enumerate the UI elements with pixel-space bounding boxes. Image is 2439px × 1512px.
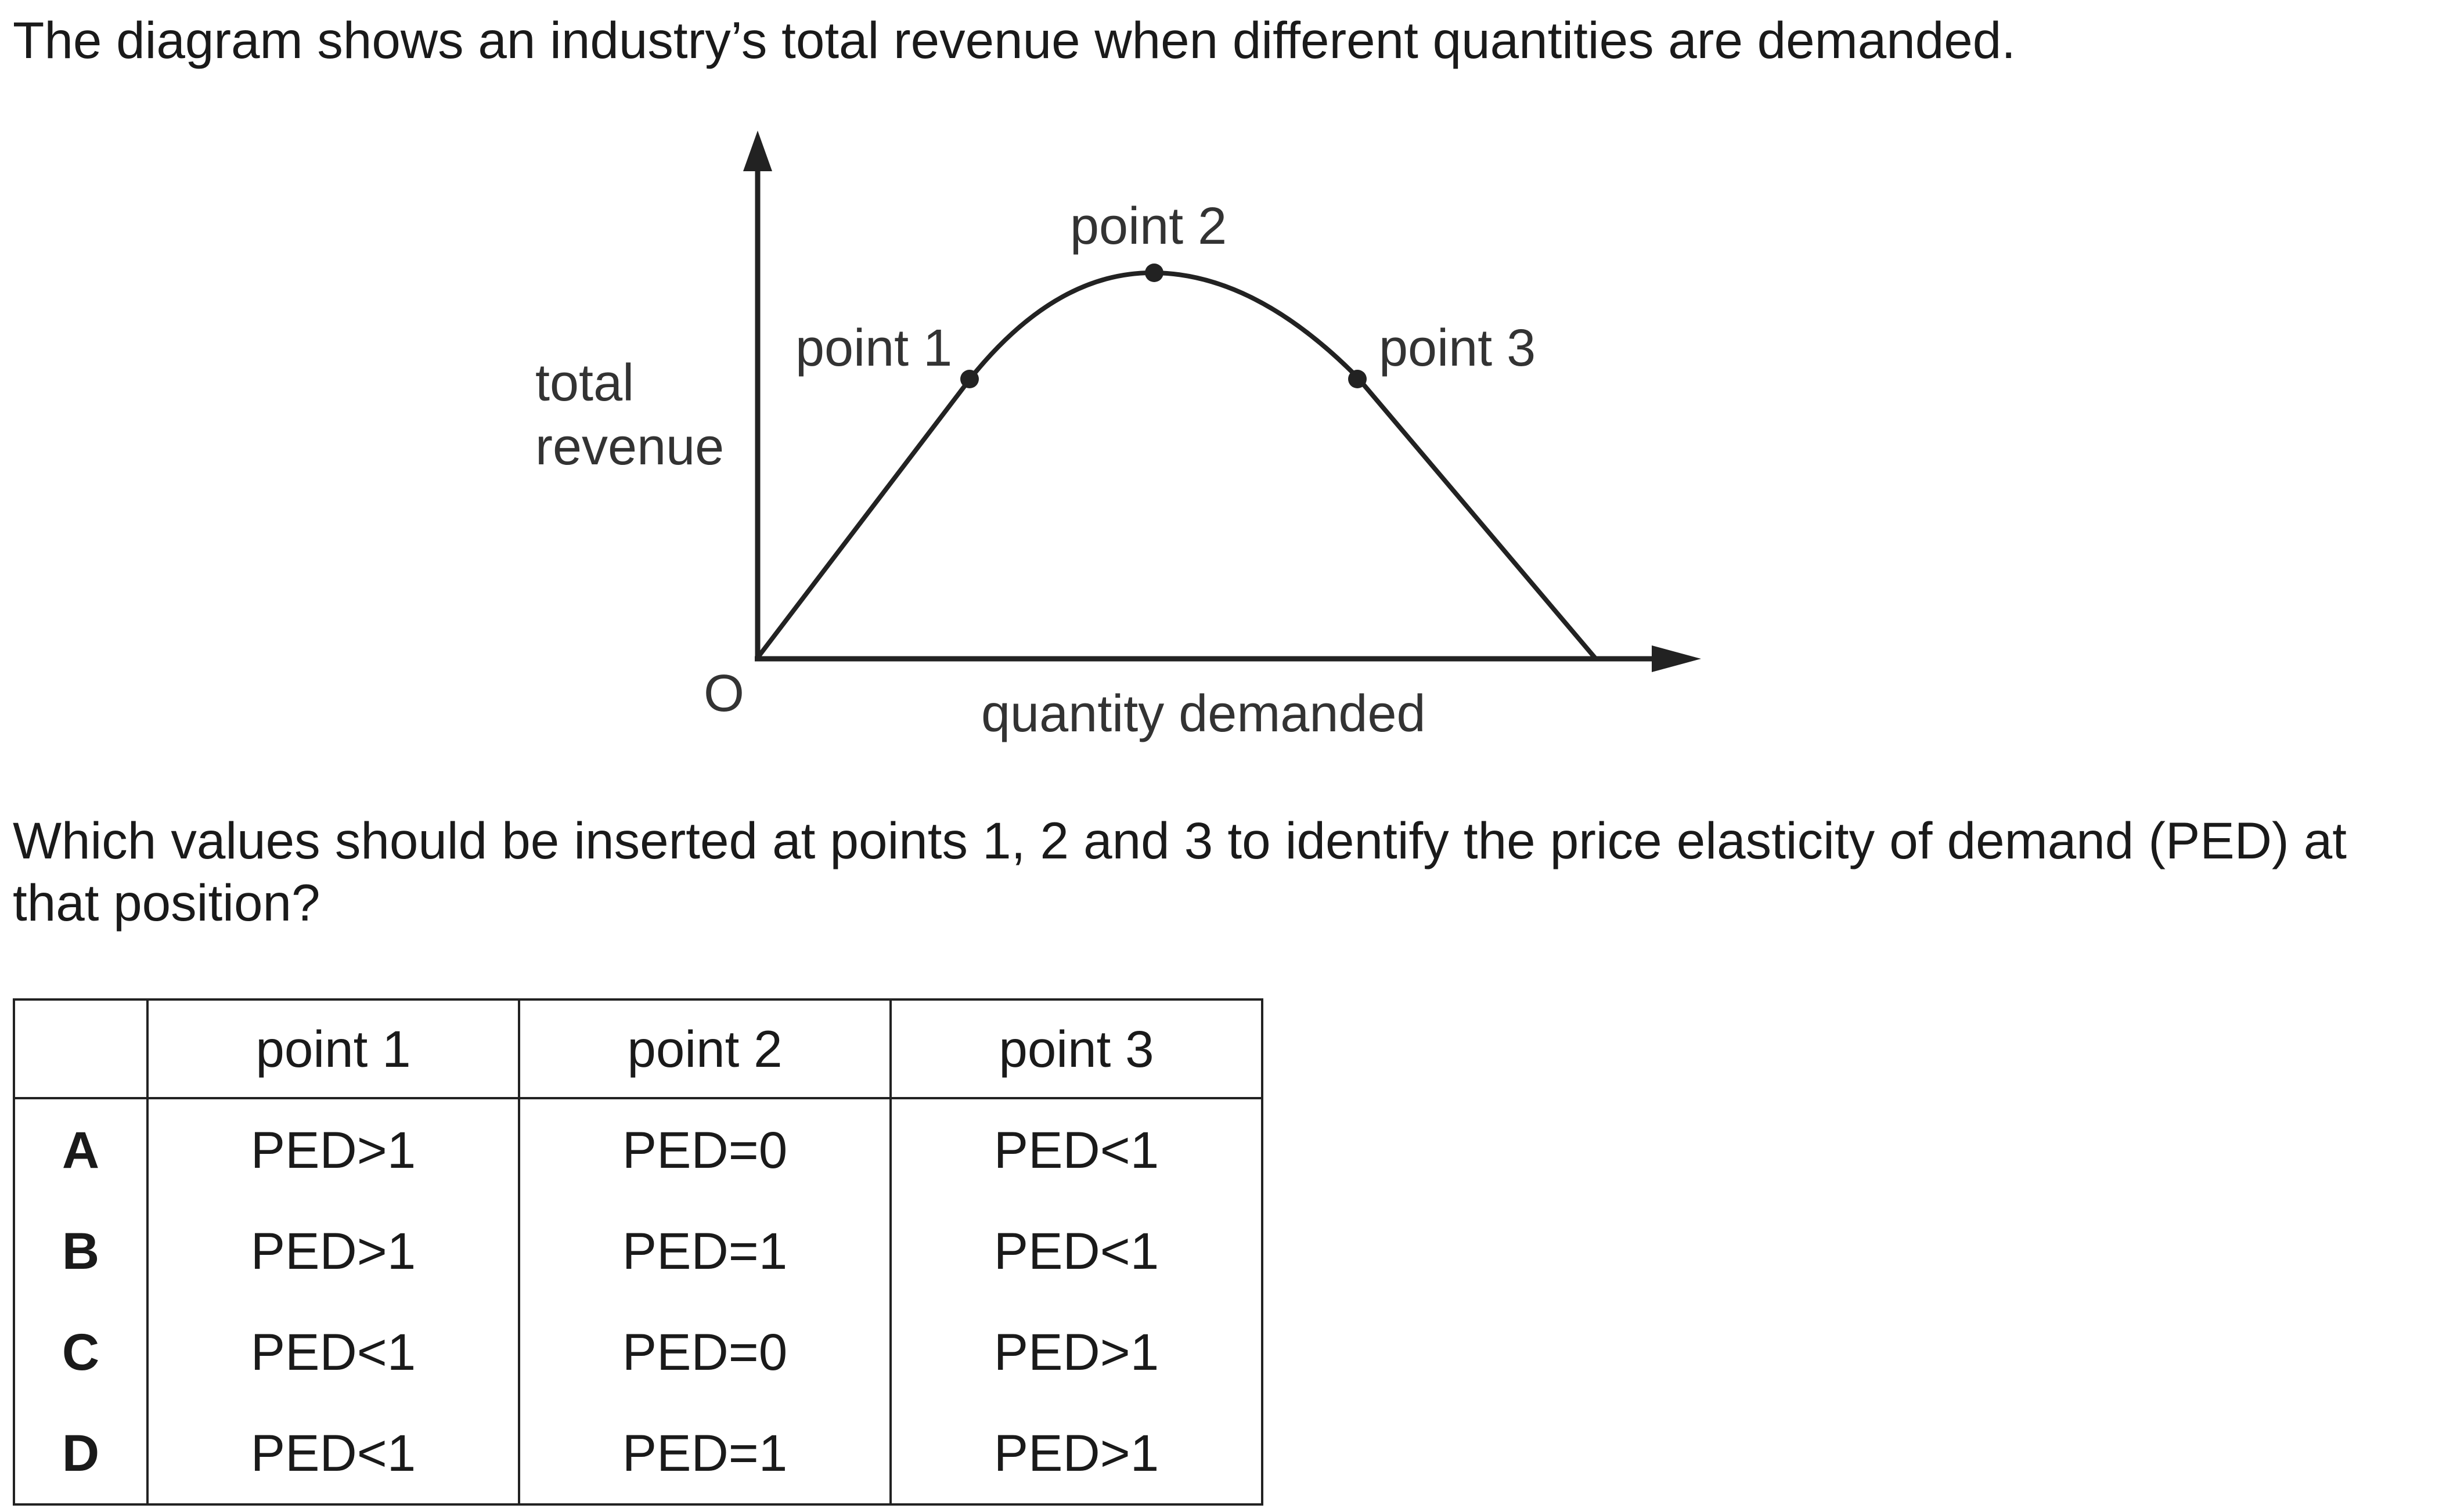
x-axis-arrow — [1652, 645, 1701, 672]
option-point-3-value: PED>1 — [889, 1402, 1263, 1506]
table-row: D PED<1 PED=1 PED>1 — [13, 1402, 1263, 1506]
header-point-3: point 3 — [889, 998, 1263, 1099]
total-revenue-diagram: point 1 point 2 point 3 total revenue O … — [535, 131, 1701, 743]
option-key: B — [13, 1200, 149, 1301]
option-point-1-value: PED>1 — [146, 1200, 520, 1301]
option-key: D — [13, 1402, 149, 1506]
option-point-2-value: PED=1 — [518, 1402, 892, 1506]
answer-options-table: point 1 point 2 point 3 A PED>1 PED=0 PE… — [13, 998, 1263, 1506]
origin-label: O — [704, 665, 744, 723]
x-axis-label: quantity demanded — [981, 685, 1426, 743]
y-axis-arrow — [743, 131, 772, 171]
option-point-2-value: PED=0 — [518, 1301, 892, 1402]
option-point-3-value: PED<1 — [889, 1097, 1263, 1200]
option-point-1-value: PED>1 — [146, 1097, 520, 1200]
option-key: C — [13, 1301, 149, 1402]
y-axis-label-line1: total — [535, 354, 634, 412]
table-row: B PED>1 PED=1 PED<1 — [13, 1200, 1263, 1301]
header-key-cell — [13, 998, 149, 1099]
point-1-marker — [960, 370, 979, 388]
intro-text: The diagram shows an industry’s total re… — [13, 11, 2016, 69]
point-3-label: point 3 — [1379, 319, 1536, 377]
table-row: A PED>1 PED=0 PED<1 — [13, 1097, 1263, 1200]
y-axis-label-line2: revenue — [535, 418, 724, 476]
option-point-1-value: PED<1 — [146, 1301, 520, 1402]
option-point-3-value: PED<1 — [889, 1200, 1263, 1301]
option-point-1-value: PED<1 — [146, 1402, 520, 1506]
option-point-3-value: PED>1 — [889, 1301, 1263, 1402]
point-2-marker — [1145, 264, 1163, 282]
point-1-label: point 1 — [795, 319, 952, 377]
header-point-2: point 2 — [518, 998, 892, 1099]
table-header-row: point 1 point 2 point 3 — [13, 998, 1263, 1099]
question-text: Which values should be inserted at point… — [13, 811, 2347, 932]
table-row: C PED<1 PED=0 PED>1 — [13, 1301, 1263, 1402]
option-point-2-value: PED=0 — [518, 1097, 892, 1200]
option-key: A — [13, 1097, 149, 1200]
point-3-marker — [1348, 370, 1367, 388]
header-point-1: point 1 — [146, 998, 520, 1099]
option-point-2-value: PED=1 — [518, 1200, 892, 1301]
point-2-label: point 2 — [1070, 197, 1227, 255]
